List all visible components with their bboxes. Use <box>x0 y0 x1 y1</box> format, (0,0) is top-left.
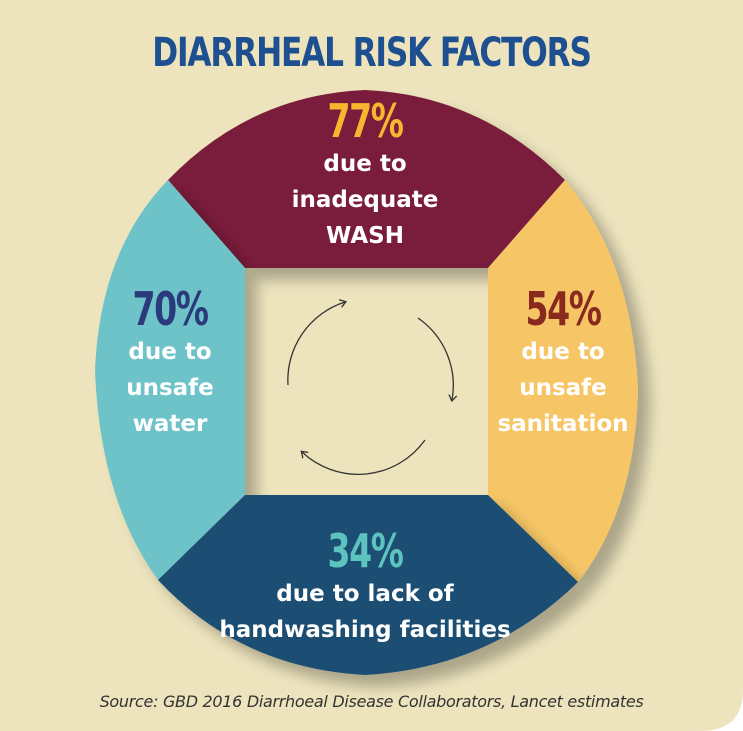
sanitation-label: 54% due to unsafe sanitation <box>488 284 638 442</box>
water-label: 70% due to unsafe water <box>95 284 245 442</box>
segment-wash <box>168 90 565 268</box>
cycle-arrow-top <box>287 302 345 386</box>
water-percent: 70% <box>132 282 209 336</box>
cycle-arrow-right <box>417 317 453 400</box>
segment-water <box>95 180 245 580</box>
sanitation-description: due to unsafe sanitation <box>497 339 629 437</box>
cycle-arrows-icon <box>287 302 453 475</box>
handwashing-percent: 34% <box>327 524 404 578</box>
water-description: due to unsafe water <box>126 339 214 437</box>
segment-handwashing <box>158 495 578 675</box>
page-title: DIARRHEAL RISK FACTORS <box>152 30 592 76</box>
handwashing-label: 34% due to lack of handwashing facilitie… <box>185 526 545 648</box>
sanitation-percent: 54% <box>525 282 602 336</box>
segment-sanitation <box>488 180 638 582</box>
wash-label: 77% due to inadequate WASH <box>255 96 475 254</box>
source-note: Source: GBD 2016 Diarrhoeal Disease Coll… <box>99 692 644 711</box>
wash-percent: 77% <box>327 94 404 148</box>
handwashing-description: due to lack of handwashing facilities <box>219 581 511 643</box>
wash-description: due to inadequate WASH <box>291 151 439 249</box>
cycle-arrow-bottom <box>302 439 426 475</box>
